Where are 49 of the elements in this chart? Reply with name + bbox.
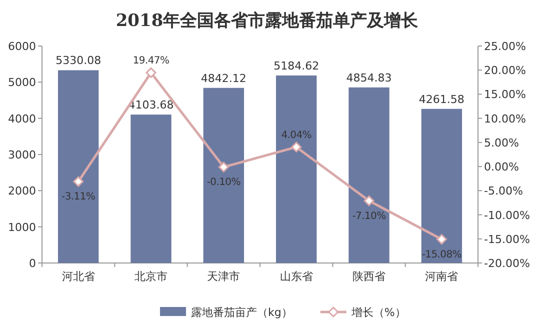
x-tick-label: 河南省 [425, 270, 458, 283]
y2-tick-label: -10.00% [484, 208, 530, 222]
y2-tick-label: 10.00% [484, 112, 526, 126]
point [73, 176, 84, 187]
y-tick-label: 2000 [8, 184, 36, 198]
data-label: 5184.62 [274, 59, 320, 72]
x-tick-label: 北京市 [134, 270, 168, 283]
data-label: -15.08% [422, 249, 462, 260]
y-tick-label: 4000 [8, 112, 36, 126]
point [364, 196, 374, 206]
bar [421, 108, 462, 263]
data-label: 4261.58 [418, 92, 464, 106]
x-tick-label: 天津市 [207, 270, 240, 283]
y-tick-label: 6000 [8, 40, 36, 53]
y2-tick-label: 15.00% [484, 88, 526, 102]
x-tick-label: 山东省 [280, 270, 313, 283]
bar [276, 75, 317, 263]
y2-tick-label: 0.00% [484, 160, 519, 174]
legend-label: 露地番茄亩产（kg） [191, 306, 292, 319]
y2-tick-label: -15.00% [484, 232, 530, 246]
y-tick-label: 3000 [8, 148, 36, 162]
x-tick-label: 陕西省 [352, 270, 386, 283]
data-label: 19.47% [132, 56, 170, 67]
y-tick-label: 0 [29, 257, 36, 270]
data-label: 5330.08 [56, 54, 102, 68]
point [291, 142, 302, 152]
data-label: -3.11% [62, 192, 96, 203]
bar [130, 114, 172, 263]
data-label: 4.04% [281, 130, 312, 142]
y2-tick-label: -5.00% [484, 184, 523, 198]
y2-tick-label: 20.00% [484, 64, 526, 78]
bar [203, 88, 244, 263]
y2-tick-label: 25.00% [484, 40, 526, 53]
point [218, 162, 229, 172]
y-tick-label: 1000 [8, 220, 36, 234]
data-label: 4854.83 [346, 71, 392, 84]
y2-tick-label: 5.00% [484, 136, 519, 150]
point [146, 67, 156, 78]
chart-title: 2018年全国各省市露地番茄单产及增长 [116, 11, 420, 31]
data-label: -7.10% [352, 210, 386, 222]
point [436, 234, 447, 245]
legend-label: 增长（%） [350, 306, 406, 319]
x-tick-label: 河北省 [62, 270, 95, 283]
bar [348, 87, 390, 263]
y2-tick-label: -20.00% [484, 257, 530, 270]
y-tick-label: 5000 [8, 76, 36, 90]
data-label: -0.10% [206, 177, 240, 188]
bar [58, 70, 99, 263]
data-label: 4842.12 [200, 72, 246, 85]
